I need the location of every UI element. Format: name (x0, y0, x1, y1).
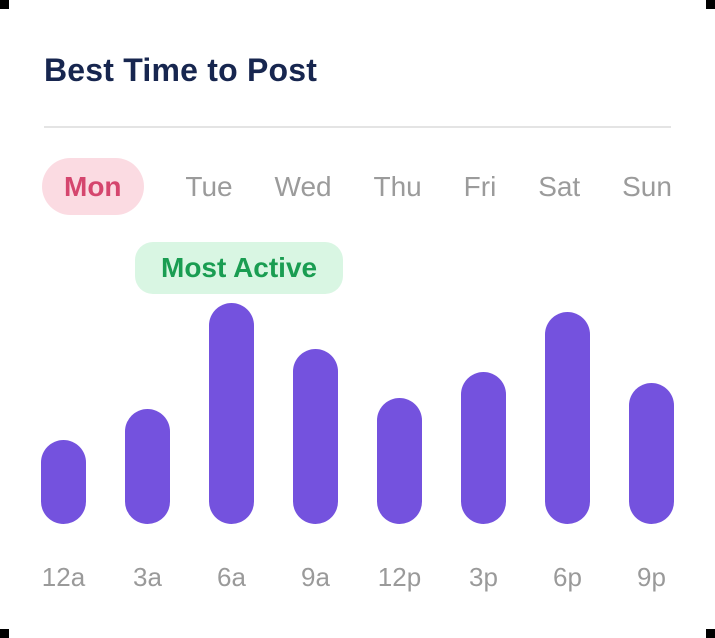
hour-label-12a: 12a (41, 562, 86, 592)
day-tab-thu[interactable]: Thu (373, 170, 422, 202)
bar-12a[interactable] (41, 440, 86, 524)
corner-mark-bottom-left (0, 629, 9, 638)
hour-label-6a: 6a (217, 562, 246, 592)
hour-label-12p: 12p (377, 562, 422, 592)
day-tab-sun[interactable]: Sun (622, 170, 672, 202)
hour-label-6p: 6p (553, 562, 582, 592)
hour-label-3p: 3p (469, 562, 498, 592)
day-tab-wed[interactable]: Wed (274, 170, 332, 202)
day-tab-mon[interactable]: Mon (42, 158, 144, 215)
hour-label-9p: 9p (637, 562, 666, 592)
bar-3a[interactable] (125, 409, 170, 524)
bar-9p[interactable] (629, 383, 674, 524)
bar-3p[interactable] (461, 372, 506, 524)
day-tab-fri[interactable]: Fri (463, 170, 497, 202)
corner-mark-top-left (0, 0, 9, 9)
bar-12p[interactable] (377, 398, 422, 524)
hour-label-3a: 3a (133, 562, 162, 592)
bar-chart (41, 303, 674, 524)
bar-6a[interactable] (209, 303, 254, 524)
most-active-badge: Most Active (135, 242, 344, 294)
day-tabs: Mon Tue Wed Thu Fri Sat Sun (42, 158, 672, 215)
corner-mark-top-right (706, 0, 715, 9)
day-tab-sat[interactable]: Sat (538, 170, 581, 202)
hour-axis-labels: 12a 3a 6a 9a 12p 3p 6p 9p (41, 562, 674, 593)
divider (44, 126, 671, 128)
page-title: Best Time to Post (44, 52, 318, 88)
bar-9a[interactable] (293, 349, 338, 524)
corner-mark-bottom-right (706, 629, 715, 638)
day-tab-tue[interactable]: Tue (185, 170, 233, 202)
bar-6p[interactable] (545, 312, 590, 524)
hour-label-9a: 9a (301, 562, 330, 592)
